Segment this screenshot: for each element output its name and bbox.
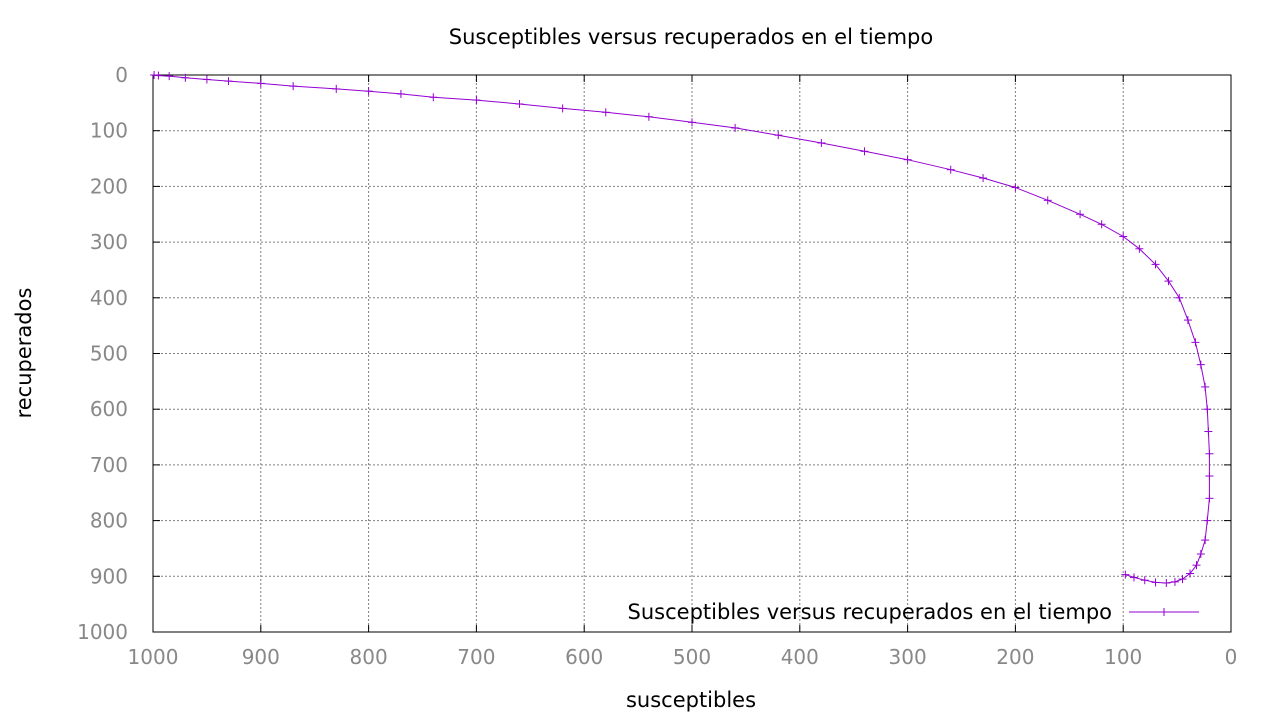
data-point (860, 147, 869, 156)
x-tick-label: 900 (242, 645, 280, 669)
data-point (1183, 316, 1192, 325)
data-point (289, 82, 298, 91)
data-point (1178, 575, 1187, 584)
y-tick-label: 500 (90, 342, 128, 366)
data-point (774, 131, 783, 140)
y-tick-label: 600 (90, 397, 128, 421)
grid (153, 75, 1231, 632)
data-point (817, 138, 826, 147)
data-point (256, 79, 265, 88)
series-layer (150, 71, 1214, 587)
data-point (601, 108, 610, 117)
x-tick-label: 100 (1104, 645, 1142, 669)
x-axis-label: susceptibles (626, 688, 756, 712)
data-point (1011, 183, 1020, 192)
data-point (181, 73, 190, 82)
data-point (946, 165, 955, 174)
data-point (1170, 577, 1179, 586)
data-point (1151, 260, 1160, 269)
data-point (364, 87, 373, 96)
data-point (1192, 561, 1201, 570)
ticks: 1000 900 800 700 600 500 400 300 200 100 001002003… (77, 63, 1237, 669)
y-tick-label: 300 (90, 230, 128, 254)
data-point (1205, 472, 1214, 481)
x-tick-label: 700 (457, 645, 495, 669)
data-point (515, 99, 524, 108)
data-point (731, 123, 740, 132)
data-point (1196, 360, 1205, 369)
data-point (1204, 427, 1213, 436)
data-point (332, 84, 341, 93)
x-tick-label: 1000 (128, 645, 179, 669)
y-tick-label: 400 (90, 286, 128, 310)
data-point (1196, 550, 1205, 559)
y-tick-label: 200 (90, 174, 128, 198)
x-tick-label: 800 (350, 645, 388, 669)
data-point (1140, 576, 1149, 585)
data-point (644, 112, 653, 121)
x-tick-label: 600 (565, 645, 603, 669)
data-point (1076, 210, 1085, 219)
x-tick-label: 0 (1225, 645, 1238, 669)
data-point (150, 71, 159, 79)
data-point (688, 118, 696, 127)
y-axis-label: recuperados (12, 288, 36, 419)
series-line (154, 74, 1210, 584)
data-point (202, 75, 211, 84)
data-point (1151, 578, 1160, 587)
data-point (1043, 196, 1052, 205)
data-point (979, 174, 988, 183)
data-point (1205, 449, 1214, 458)
y-tick-label: 800 (90, 509, 128, 533)
x-tick-label: 500 (673, 645, 711, 669)
data-point (1186, 569, 1195, 578)
data-point (1203, 405, 1212, 414)
data-point (472, 96, 481, 105)
data-point (558, 104, 567, 113)
data-point (1203, 516, 1212, 525)
data-point (1129, 573, 1138, 582)
data-point (1201, 536, 1210, 545)
data-point (1205, 494, 1214, 503)
x-tick-label: 300 (889, 645, 927, 669)
data-point (1135, 244, 1144, 253)
y-tick-label: 1000 (77, 620, 128, 644)
data-point (1097, 220, 1106, 229)
data-point (1162, 578, 1171, 587)
data-point (903, 155, 912, 164)
y-tick-label: 0 (115, 63, 128, 87)
legend: Susceptibles versus recuperados en el ti… (628, 600, 1199, 624)
data-point (429, 93, 438, 102)
x-tick-label: 400 (781, 645, 819, 669)
data-point (1119, 232, 1128, 241)
x-tick-label: 200 (996, 645, 1034, 669)
data-point (1121, 570, 1130, 579)
y-tick-label: 900 (90, 564, 128, 588)
data-point (1191, 338, 1200, 347)
data-point (154, 71, 163, 80)
legend-label: Susceptibles versus recuperados en el ti… (628, 600, 1112, 624)
y-tick-label: 100 (90, 119, 128, 143)
data-point (396, 89, 405, 98)
chart-title: Susceptibles versus recuperados en el ti… (449, 25, 933, 49)
data-point (1164, 277, 1173, 286)
data-point (1175, 293, 1184, 302)
data-point (224, 77, 233, 86)
data-point (165, 72, 174, 81)
data-point (1201, 382, 1210, 391)
y-tick-label: 700 (90, 453, 128, 477)
